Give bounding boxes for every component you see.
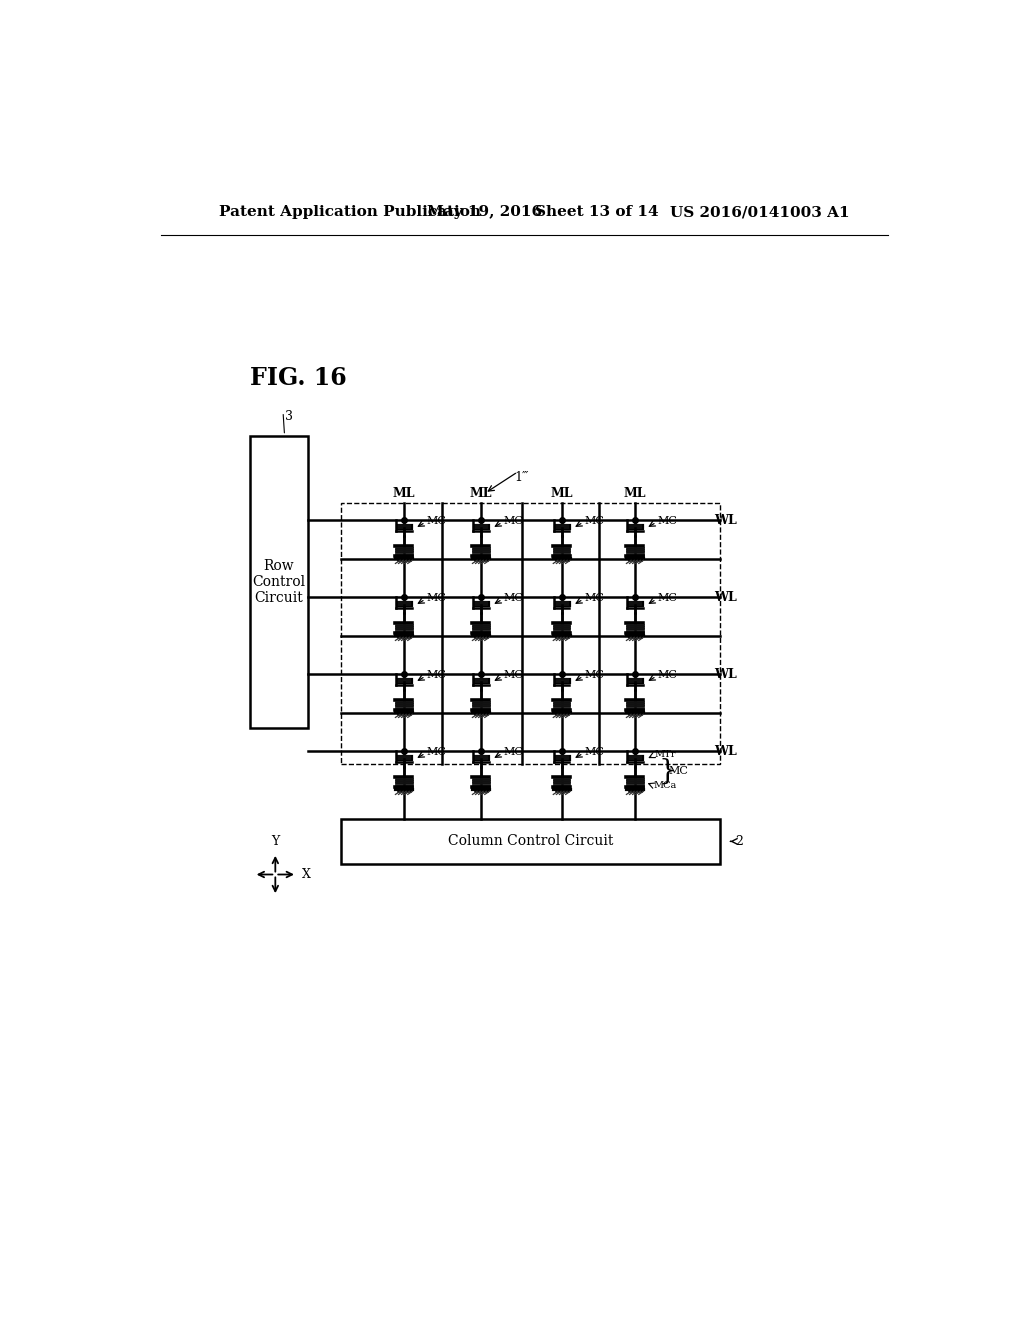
- Text: May 19, 2016: May 19, 2016: [427, 206, 542, 219]
- Text: Y: Y: [271, 834, 280, 847]
- Text: MC: MC: [426, 671, 446, 680]
- Text: MC: MC: [584, 671, 604, 680]
- Bar: [341, 818, 720, 863]
- Text: ML: ML: [551, 487, 573, 500]
- Text: 3: 3: [285, 409, 293, 422]
- Text: MC: MC: [503, 747, 523, 758]
- Text: MC: MC: [426, 747, 446, 758]
- Text: WL: WL: [714, 744, 737, 758]
- Text: MC: MC: [657, 671, 677, 680]
- Text: MC: MC: [584, 594, 604, 603]
- Bar: [341, 503, 720, 764]
- Text: 2: 2: [735, 834, 742, 847]
- Text: Column Control Circuit: Column Control Circuit: [447, 834, 613, 849]
- Text: 1‴: 1‴: [514, 471, 529, 484]
- Text: MC: MC: [503, 516, 523, 527]
- Text: MTr: MTr: [654, 750, 676, 759]
- Text: Row
Control
Circuit: Row Control Circuit: [252, 558, 305, 605]
- Text: MC: MC: [503, 671, 523, 680]
- Text: MC: MC: [657, 516, 677, 527]
- Text: US 2016/0141003 A1: US 2016/0141003 A1: [670, 206, 849, 219]
- Text: MC: MC: [503, 594, 523, 603]
- Text: MC: MC: [584, 516, 604, 527]
- Text: Sheet 13 of 14: Sheet 13 of 14: [535, 206, 658, 219]
- Text: ML: ML: [470, 487, 493, 500]
- Text: Patent Application Publication: Patent Application Publication: [219, 206, 481, 219]
- Text: X: X: [301, 869, 310, 880]
- Bar: [250, 436, 307, 729]
- Text: FIG. 16: FIG. 16: [250, 366, 347, 389]
- Text: MC: MC: [426, 594, 446, 603]
- Text: MCa: MCa: [653, 780, 677, 789]
- Text: }: }: [658, 758, 676, 784]
- Text: MC: MC: [657, 594, 677, 603]
- Text: WL: WL: [714, 513, 737, 527]
- Text: MC: MC: [584, 747, 604, 758]
- Text: WL: WL: [714, 668, 737, 681]
- Text: WL: WL: [714, 591, 737, 603]
- Text: ML: ML: [624, 487, 646, 500]
- Text: MC: MC: [426, 516, 446, 527]
- Text: ML: ML: [392, 487, 415, 500]
- Text: MC: MC: [669, 766, 689, 776]
